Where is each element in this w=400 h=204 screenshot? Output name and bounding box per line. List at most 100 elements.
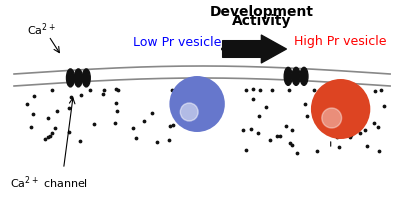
Point [148,112,155,115]
Text: High Pr vesicle: High Pr vesicle [294,35,387,48]
Point [133,137,140,140]
FancyArrowPatch shape [223,36,286,64]
Point [101,89,108,92]
Point [45,135,51,139]
Point [324,130,331,133]
Point [47,134,53,137]
Point [24,103,30,106]
Point [51,126,58,130]
Point [170,124,176,127]
Point [347,136,353,139]
Point [364,144,370,148]
Point [114,89,121,92]
Circle shape [311,80,370,139]
Point [314,150,321,153]
Point [372,90,378,93]
Text: Ca$^{2+}$ channel: Ca$^{2+}$ channel [10,174,88,190]
Point [362,113,369,116]
Point [336,100,343,103]
Point [263,105,270,109]
Point [289,144,296,147]
Point [294,152,300,155]
Point [129,127,136,131]
Point [257,89,263,92]
Point [112,102,119,105]
Point [112,121,118,125]
Point [348,134,354,137]
Point [45,116,51,120]
Point [316,116,323,119]
Point [374,125,381,129]
Point [269,89,275,92]
Point [66,107,72,110]
Point [267,139,274,142]
Point [166,124,173,128]
Point [375,150,382,153]
Point [357,131,363,135]
Circle shape [170,77,225,132]
Circle shape [322,109,342,128]
Point [77,140,83,143]
Point [371,121,377,125]
Point [311,89,317,92]
Point [256,114,263,118]
Point [100,93,106,96]
Point [336,135,342,138]
Point [248,128,255,131]
Point [114,110,120,113]
Point [239,129,246,132]
Point [304,115,310,118]
Point [355,115,362,119]
Circle shape [180,103,198,121]
Point [334,136,340,139]
Text: Development: Development [210,5,314,19]
Point [53,110,60,113]
Point [42,137,48,141]
Point [141,120,148,123]
Point [321,109,328,112]
Point [113,88,119,92]
Point [357,92,363,95]
Text: Low Pr vesicle: Low Pr vesicle [133,35,222,48]
Point [250,98,257,102]
Ellipse shape [66,70,74,88]
Point [68,96,74,100]
Text: Activity: Activity [232,14,291,28]
Point [381,105,388,109]
Ellipse shape [284,68,292,86]
Point [166,138,173,141]
Point [30,113,36,116]
Point [274,135,280,138]
Point [87,89,93,92]
Point [91,123,97,126]
Ellipse shape [292,68,300,86]
Point [287,142,293,145]
Point [250,88,256,92]
Point [288,129,295,132]
Point [283,125,289,129]
Ellipse shape [300,68,308,86]
Point [277,135,283,138]
Point [255,132,262,135]
Point [302,102,308,106]
Ellipse shape [82,70,90,88]
Point [49,132,55,135]
Point [378,89,384,92]
Point [286,89,292,92]
Point [357,92,363,96]
Point [319,107,325,110]
Text: Ca$^{2+}$: Ca$^{2+}$ [27,22,56,38]
Ellipse shape [74,70,82,88]
Point [49,89,55,92]
Point [242,149,249,152]
Point [169,89,175,92]
Point [66,131,72,134]
Point [78,94,84,98]
Point [336,146,342,149]
Point [28,126,34,129]
Point [154,141,160,144]
Point [31,95,37,98]
Point [243,89,250,92]
Point [354,96,361,99]
Point [350,114,357,117]
